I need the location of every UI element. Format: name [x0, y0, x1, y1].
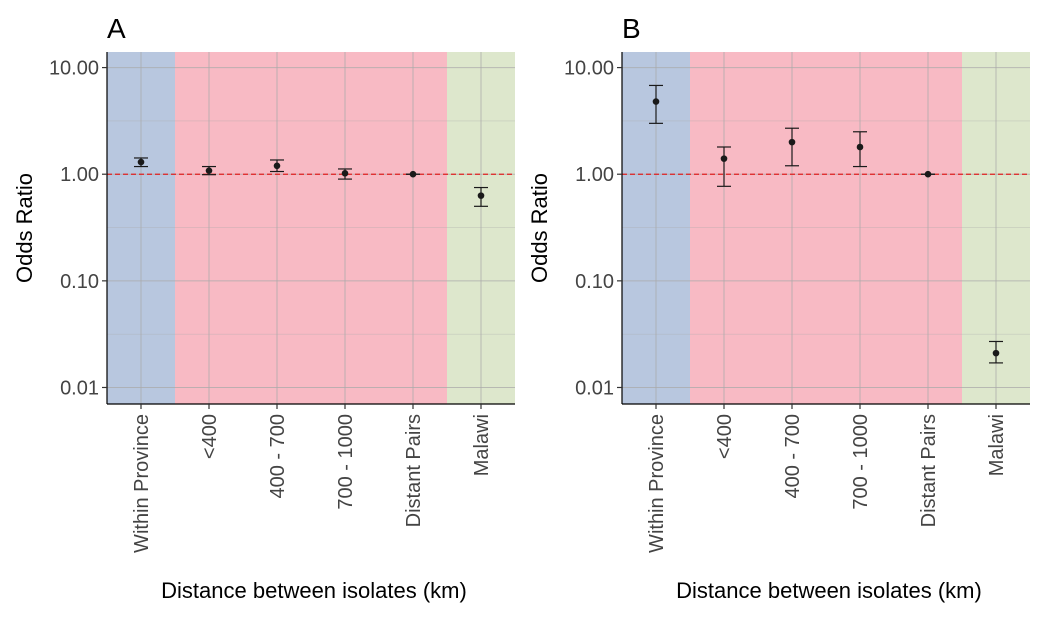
- x-tick-label: Distant Pairs: [403, 414, 425, 527]
- data-point: [652, 98, 660, 105]
- y-axis-label: Odds Ratio: [527, 173, 552, 283]
- errorbar: [717, 146, 731, 187]
- y-axis-label: Odds Ratio: [12, 173, 37, 283]
- errorbar: [785, 127, 799, 167]
- data-point: [341, 169, 349, 177]
- x-tick-label: <400: [199, 414, 221, 459]
- y-tick-label: 1.00: [575, 164, 614, 186]
- y-tick-label: 10.00: [49, 58, 99, 80]
- data-point: [477, 192, 485, 199]
- x-tick-label: Malawi: [471, 414, 493, 476]
- x-tick-label: 400 - 700: [782, 414, 804, 499]
- data-point: [137, 158, 145, 166]
- x-tick-label: <400: [714, 414, 736, 459]
- background-band: [175, 52, 447, 404]
- panel-b: 0.01 0.10 1.00 10.00 Within Province <400 400 …: [527, 13, 1030, 603]
- data-point: [924, 170, 932, 178]
- background-band: [690, 52, 962, 404]
- x-tick-label: Within Province: [646, 414, 668, 553]
- data-point: [992, 349, 1000, 357]
- y-tick-label: 0.10: [575, 271, 614, 293]
- y-tick-label: 10.00: [564, 58, 614, 80]
- x-axis-label: Distance between isolates (km): [161, 578, 467, 603]
- panel-a: 0.01 0.10 1.00 10.00 Within Province <400 400 …: [12, 13, 515, 603]
- data-point: [856, 143, 864, 151]
- x-tick-label: 400 - 700: [267, 414, 289, 499]
- data-point: [273, 162, 281, 170]
- data-point: [720, 155, 728, 162]
- panel-label: B: [622, 13, 641, 44]
- data-point: [205, 167, 213, 174]
- y-tick-label: 0.10: [60, 271, 99, 293]
- data-point: [788, 138, 796, 146]
- y-tick-label: 0.01: [60, 377, 99, 399]
- x-axis-label: Distance between isolates (km): [676, 578, 982, 603]
- y-tick-label: 0.01: [575, 377, 614, 399]
- data-point: [409, 170, 417, 178]
- x-tick-label: Distant Pairs: [918, 414, 940, 527]
- x-tick-label: 700 - 1000: [850, 414, 872, 510]
- x-tick-label: Malawi: [986, 414, 1008, 476]
- x-tick-label: Within Province: [131, 414, 153, 553]
- x-tick-label: 700 - 1000: [335, 414, 357, 510]
- panel-label: A: [107, 13, 126, 44]
- y-tick-label: 1.00: [60, 164, 99, 186]
